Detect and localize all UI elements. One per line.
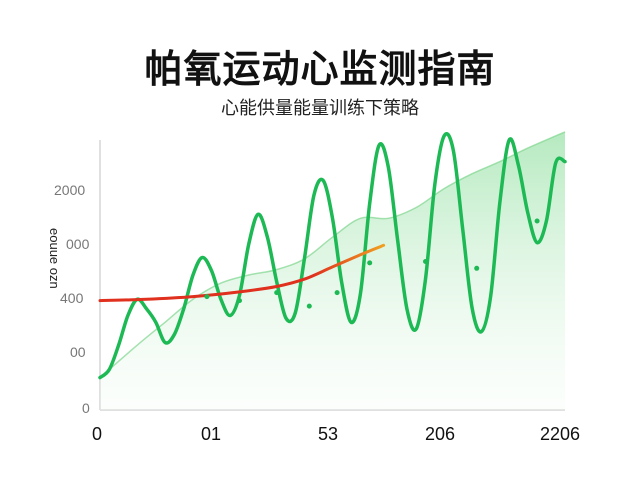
data-point — [423, 259, 428, 264]
x-tick-label: 0 — [92, 424, 102, 444]
data-point — [306, 303, 312, 309]
y-tick-label: 400 — [60, 290, 84, 306]
y-tick-label: 000 — [66, 236, 90, 252]
x-tick-label: 206 — [425, 424, 455, 444]
x-tick-label: 2206 — [540, 424, 580, 444]
data-point — [474, 265, 480, 271]
chart-subtitle: 心能供量能量训练下策略 — [221, 98, 419, 119]
data-point — [367, 260, 373, 266]
series-trend-line — [98, 243, 386, 303]
data-point — [237, 298, 242, 304]
data-point — [334, 290, 340, 296]
x-tick-label: 53 — [318, 424, 338, 444]
scatter-points — [204, 218, 540, 309]
data-point — [274, 290, 280, 296]
chart-title: 帕氧运动心监测指南 — [144, 47, 496, 91]
y-tick-label: 0 — [82, 400, 90, 416]
wave-area-fill — [100, 131, 565, 410]
x-tick-label: 01 — [201, 424, 221, 444]
data-point — [534, 218, 540, 224]
y-tick-label: 00 — [70, 344, 86, 360]
series-wave-line — [98, 131, 567, 380]
y-axis-label: eouue ozn — [47, 228, 62, 289]
data-point — [204, 294, 210, 300]
y-tick-label: 2000 — [54, 182, 85, 198]
